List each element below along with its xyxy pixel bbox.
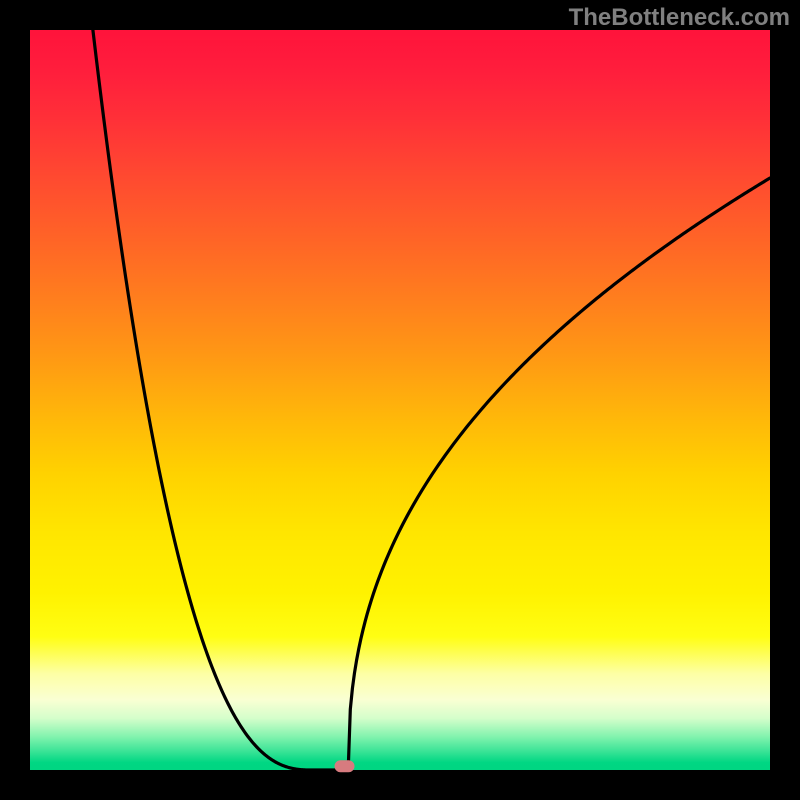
watermark-text: TheBottleneck.com	[569, 4, 790, 32]
dip-marker	[335, 760, 355, 772]
plot-background	[30, 30, 770, 770]
